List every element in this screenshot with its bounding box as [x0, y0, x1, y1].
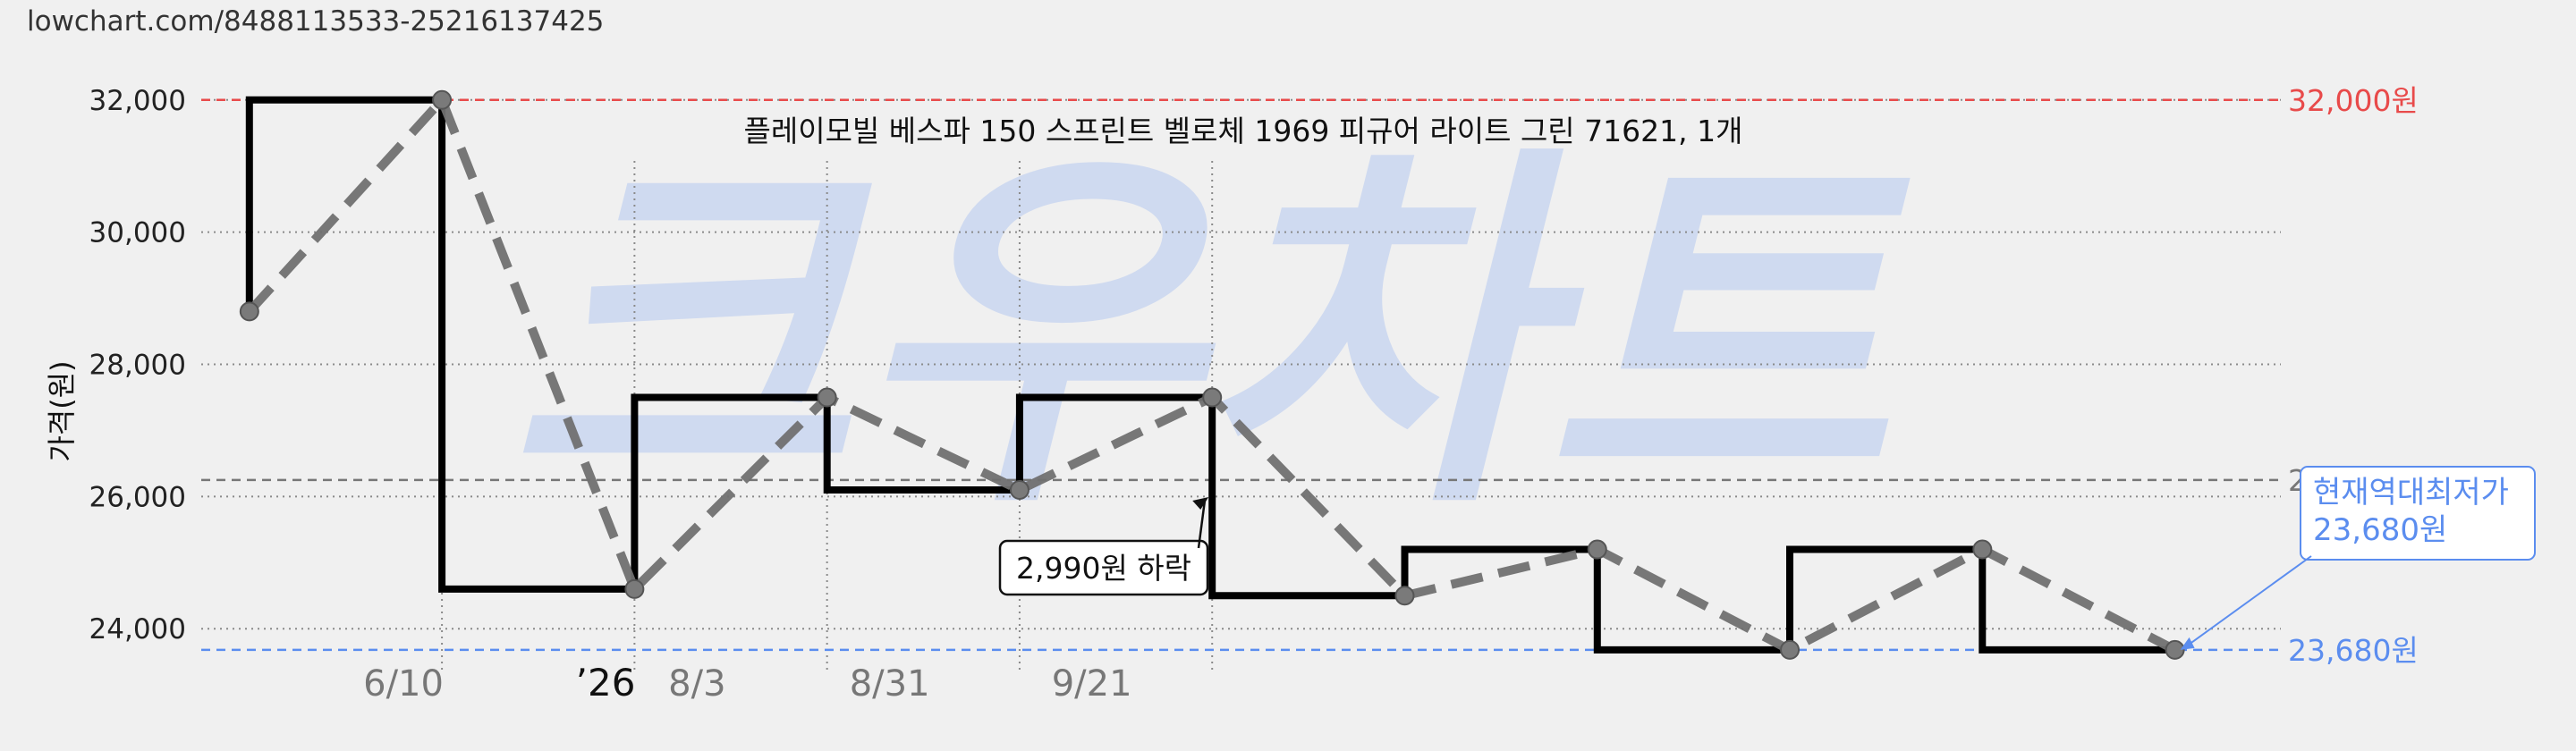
annotation-box-lowest — [2300, 466, 2536, 561]
series-point — [817, 387, 837, 408]
x-tick-label: 9/21 — [1052, 663, 1132, 705]
reference-line-label: 32,000원 — [2288, 83, 2419, 118]
page-url: lowchart.com/8488113533-25216137425 — [27, 5, 605, 38]
chart-title: 플레이모빌 베스파 150 스프린트 벨로체 1969 피규어 라이트 그린 7… — [744, 114, 1743, 148]
x-tick-label: 8/3 — [668, 663, 725, 705]
series-point — [1009, 479, 1030, 500]
annotation-text: 2,990원 하락 — [1016, 551, 1191, 586]
y-tick-label: 28,000 — [89, 350, 186, 382]
series-point — [1780, 639, 1801, 660]
series-point — [1972, 539, 1993, 560]
series-point — [1394, 586, 1415, 606]
annotation-text-lowest: 23,680원 — [2313, 512, 2447, 548]
x-tick-label: 6/10 — [363, 663, 444, 705]
series-point — [624, 578, 645, 599]
annotation-arrowhead — [1192, 496, 1209, 510]
reference-line-label: 23,680원 — [2288, 633, 2419, 668]
x-tick-label: 8/31 — [850, 663, 930, 705]
annotation-box — [998, 539, 1209, 596]
y-axis-label: 가격(원) — [45, 360, 79, 461]
annotation-arrow — [1197, 498, 1207, 549]
y-tick-label: 26,000 — [89, 481, 186, 513]
series-point — [432, 89, 453, 110]
y-tick-label: 32,000 — [89, 85, 186, 117]
x-tick-label: ’26 — [576, 661, 636, 705]
series-point — [1202, 387, 1223, 408]
annotation-arrow-lowest — [2183, 555, 2312, 649]
y-tick-label: 30,000 — [89, 217, 186, 249]
series-point — [1587, 539, 1607, 560]
series-point — [2165, 639, 2185, 660]
annotation-text-lowest: 현재역대최저가 — [2313, 475, 2509, 511]
series-point — [239, 301, 259, 322]
annotation-arrowhead-lowest — [2180, 637, 2195, 650]
y-tick-label: 24,000 — [89, 613, 186, 646]
